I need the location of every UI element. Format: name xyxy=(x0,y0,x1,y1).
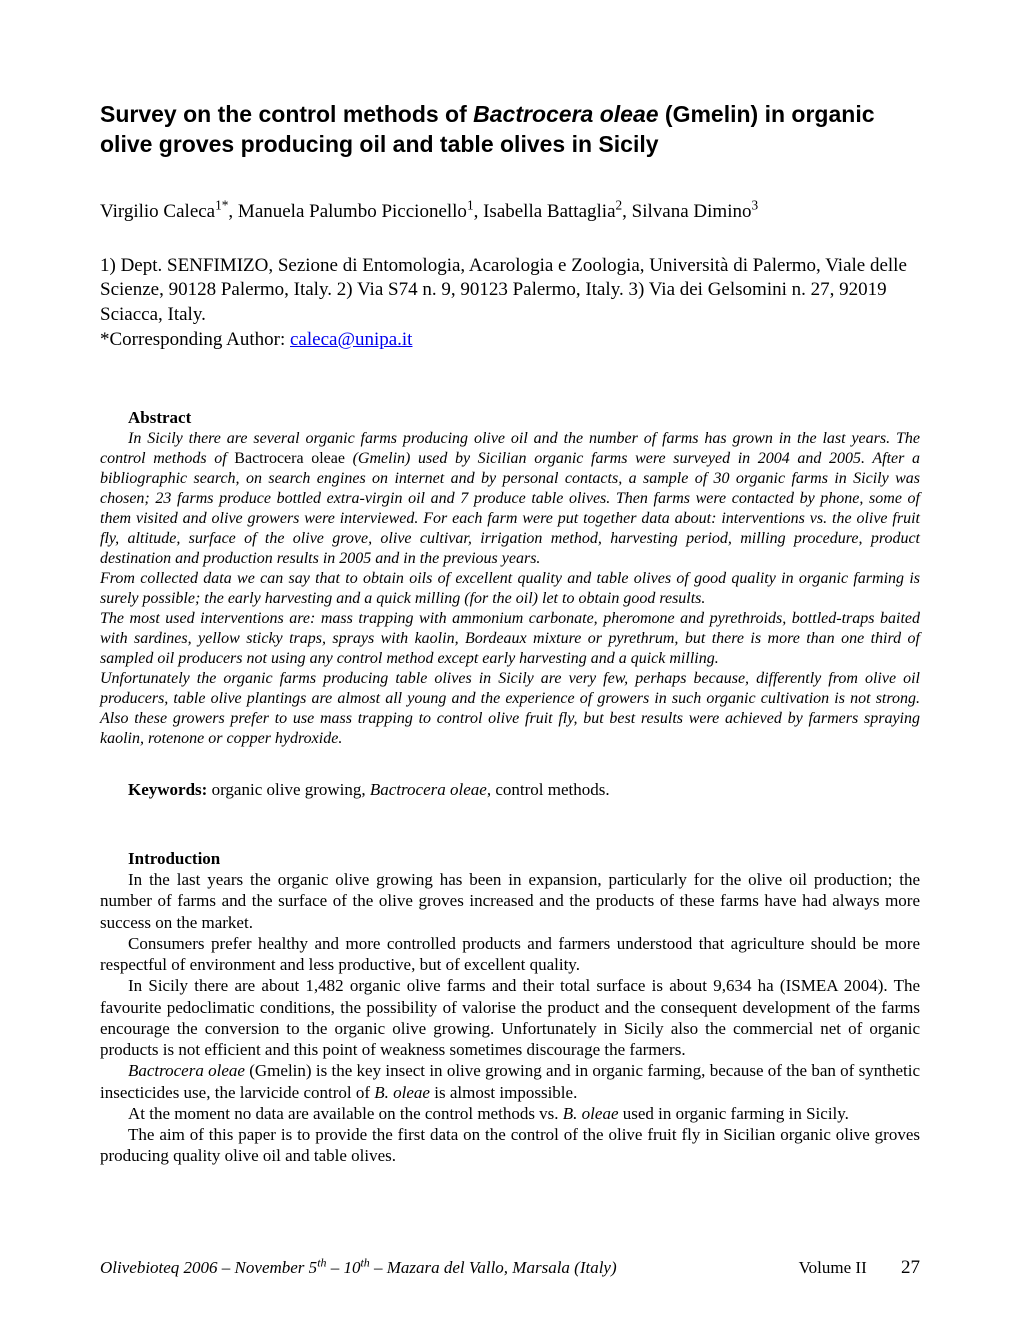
keywords-species: Bactrocera oleae xyxy=(370,780,487,799)
abstract-paragraph-1: In Sicily there are several organic farm… xyxy=(100,429,920,569)
author-3-sup: 2 xyxy=(616,197,623,212)
intro-paragraph-3: In Sicily there are about 1,482 organic … xyxy=(100,975,920,1060)
author-3: Isabella Battaglia xyxy=(483,201,615,222)
footer-right: Volume II 27 xyxy=(799,1256,920,1280)
title-text-a: Survey on the control methods of xyxy=(100,101,473,127)
footer-conf-b: – 10 xyxy=(326,1258,360,1277)
author-1: Virgilio Caleca xyxy=(100,201,215,222)
intro-p5-b: used in organic farming in Sicily. xyxy=(619,1104,849,1123)
intro-p4-b: is almost impossible. xyxy=(430,1083,577,1102)
keywords-b: , control methods. xyxy=(487,780,610,799)
intro-paragraph-5: At the moment no data are available on t… xyxy=(100,1103,920,1124)
corresponding-email-link[interactable]: caleca@unipa.it xyxy=(290,329,412,350)
footer-conf-c: – Mazara del Vallo, Marsala (Italy) xyxy=(370,1258,617,1277)
keywords-line: Keywords: organic olive growing, Bactroc… xyxy=(100,779,920,800)
page-footer: Olivebioteq 2006 – November 5th – 10th –… xyxy=(100,1256,920,1280)
author-1-sup: 1* xyxy=(215,197,228,212)
author-2-sup: 1 xyxy=(467,197,474,212)
footer-conference: Olivebioteq 2006 – November 5th – 10th –… xyxy=(100,1257,617,1278)
keywords-a: organic olive growing, xyxy=(212,780,370,799)
corresponding-label: *Corresponding Author: xyxy=(100,329,290,350)
introduction-heading: Introduction xyxy=(100,848,920,869)
author-2: Manuela Palumbo Piccionello xyxy=(238,201,467,222)
intro-p4-species2: B. oleae xyxy=(374,1083,430,1102)
abstract-paragraph-4: Unfortunately the organic farms producin… xyxy=(100,669,920,749)
paper-title: Survey on the control methods of Bactroc… xyxy=(100,100,920,160)
intro-p5-a: At the moment no data are available on t… xyxy=(128,1104,563,1123)
author-4-sup: 3 xyxy=(751,197,758,212)
abstract-paragraph-2: From collected data we can say that to o… xyxy=(100,569,920,609)
footer-volume: Volume II xyxy=(799,1258,867,1277)
abstract-paragraph-3: The most used interventions are: mass tr… xyxy=(100,609,920,669)
intro-p5-species: B. oleae xyxy=(563,1104,619,1123)
keywords-label: Keywords: xyxy=(128,780,212,799)
intro-paragraph-6: The aim of this paper is to provide the … xyxy=(100,1124,920,1167)
intro-paragraph-2: Consumers prefer healthy and more contro… xyxy=(100,933,920,976)
author-4: Silvana Dimino xyxy=(632,201,752,222)
intro-paragraph-1: In the last years the organic olive grow… xyxy=(100,869,920,933)
affiliations: 1) Dept. SENFIMIZO, Sezione di Entomolog… xyxy=(100,254,920,328)
author-line: Virgilio Caleca1*, Manuela Palumbo Picci… xyxy=(100,200,920,224)
abstract-p1-b: (Gmelin) used by Sicilian organic farms … xyxy=(100,450,920,567)
intro-p1-text: In the last years the organic olive grow… xyxy=(100,870,920,932)
abstract-p1-species: Bactrocera oleae xyxy=(234,450,345,467)
intro-paragraph-4: Bactrocera oleae (Gmelin) is the key ins… xyxy=(100,1060,920,1103)
intro-p4-species: Bactrocera oleae xyxy=(128,1061,245,1080)
footer-conf-a: Olivebioteq 2006 – November 5 xyxy=(100,1258,317,1277)
title-species: Bactrocera oleae xyxy=(473,101,658,127)
footer-page-number: 27 xyxy=(901,1257,920,1278)
corresponding-author: *Corresponding Author: caleca@unipa.it xyxy=(100,328,920,353)
footer-conf-sup2: th xyxy=(360,1256,369,1270)
abstract-heading: Abstract xyxy=(100,407,920,428)
